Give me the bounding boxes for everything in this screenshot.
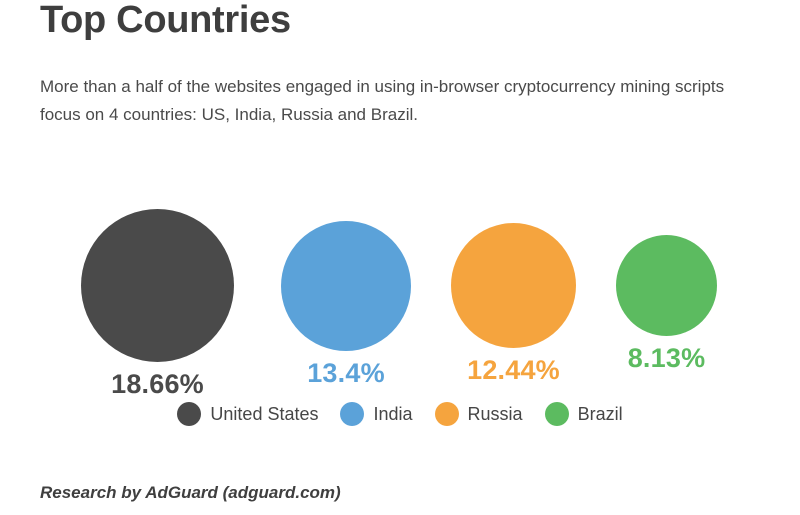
legend-dot-brazil [544, 402, 569, 426]
chart-subtitle: More than a half of the websites engaged… [40, 73, 780, 128]
credit-line: Research by AdGuard (adguard.com) [40, 483, 341, 502]
bubble-group-brazil: 8.13% [616, 235, 717, 374]
legend-label-brazil: Brazil [577, 403, 623, 424]
page-title: Top Countries [40, 0, 291, 41]
legend-label-india: India [373, 403, 413, 424]
bubble-chart: 18.66% 13.4% 12.44% 8.13% [81, 209, 717, 400]
legend-label-russia: Russia [467, 403, 523, 424]
bubble-russia [451, 223, 576, 348]
bubble-value-russia: 12.44% [467, 355, 560, 385]
subtitle-line-1: More than a half of the websites engaged… [40, 77, 725, 96]
bubble-united-states [81, 209, 234, 362]
bubble-group-united-states: 18.66% [81, 209, 234, 400]
legend-item-russia: Russia [434, 402, 523, 426]
legend-dot-india [340, 402, 365, 426]
bubble-group-india: 13.4% [281, 220, 411, 389]
bubble-group-russia: 12.44% [451, 223, 576, 386]
legend-item-india: India [340, 402, 413, 426]
legend-label-united-states: United States [210, 403, 319, 424]
bubble-value-united-states: 18.66% [111, 369, 204, 399]
legend-dot-russia [434, 402, 459, 426]
chart-legend: United States India Russia Brazil [0, 402, 800, 426]
bubble-india [281, 220, 411, 351]
bubble-value-india: 13.4% [307, 357, 385, 388]
subtitle-line-2: focus on 4 countries: US, India, Russia … [40, 104, 418, 124]
legend-item-brazil: Brazil [544, 402, 623, 426]
legend-item-united-states: United States [177, 402, 318, 426]
legend-dot-united-states [177, 402, 202, 426]
bubble-value-brazil: 8.13% [627, 343, 706, 373]
bubble-brazil [616, 235, 717, 336]
